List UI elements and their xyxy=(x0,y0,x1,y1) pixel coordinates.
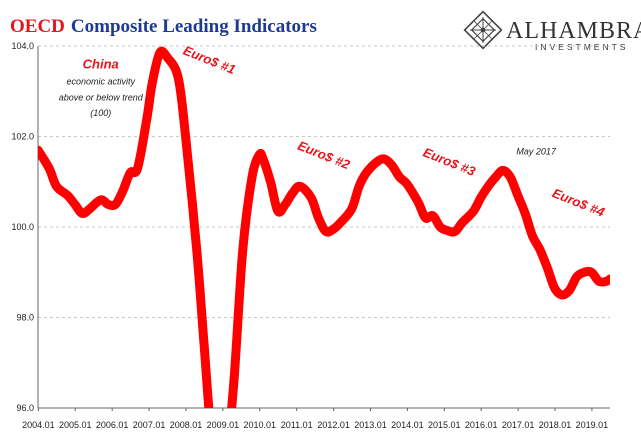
title-rest: Composite Leading Indicators xyxy=(71,16,317,37)
x-tick-label: 2007.01 xyxy=(133,420,166,430)
x-tick-label: 2018.01 xyxy=(539,420,572,430)
x-tick-label: 2004.01 xyxy=(22,420,55,430)
y-tick-label: 98.0 xyxy=(16,313,34,323)
annotation-label: Euro$ #2 xyxy=(296,138,353,173)
logo-subtitle: INVESTMENTS xyxy=(535,42,628,52)
x-tick-label: 2006.01 xyxy=(96,420,129,430)
annotation-label: economic activity xyxy=(66,76,135,86)
logo-name: ALHAMBRA xyxy=(506,18,641,44)
x-tick-label: 2008.01 xyxy=(170,420,203,430)
x-tick-label: 2014.01 xyxy=(391,420,424,430)
x-tick-label: 2009.01 xyxy=(207,420,240,430)
alhambra-logo: ALHAMBRA INVESTMENTS xyxy=(463,10,641,52)
annotation-label: Euro$ #3 xyxy=(421,144,478,179)
x-tick-label: 2010.01 xyxy=(244,420,277,430)
y-tick-label: 100.0 xyxy=(11,222,34,232)
annotation-label: Euro$ #1 xyxy=(181,43,238,77)
chart-title: OECD Composite Leading Indicators xyxy=(10,16,317,37)
x-tick-label: 2005.01 xyxy=(59,420,92,430)
annotation-label: Euro$ #4 xyxy=(550,185,607,220)
x-tick-label: 2012.01 xyxy=(317,420,350,430)
series-line-0 xyxy=(38,46,610,408)
x-tick-label: 2019.01 xyxy=(576,420,609,430)
lattice-diamond-icon xyxy=(463,10,503,50)
y-tick-label: 96.0 xyxy=(16,403,34,413)
annotation-label: China xyxy=(83,57,119,72)
x-tick-label: 2015.01 xyxy=(428,420,461,430)
x-tick-label: 2016.01 xyxy=(465,420,498,430)
annotation-label: (100) xyxy=(90,108,111,118)
title-accent: OECD xyxy=(10,16,65,37)
annotation-label: above or below trend xyxy=(59,92,144,102)
x-tick-label: 2017.01 xyxy=(502,420,535,430)
y-tick-label: 104.0 xyxy=(11,41,34,51)
x-tick-label: 2011.01 xyxy=(281,420,313,430)
y-tick-label: 102.0 xyxy=(11,132,34,142)
plot-area: 104.0 102.0 100.0 98.0 96.0 2004.01 2005.01 200… xyxy=(11,41,610,430)
annotation-label: May 2017 xyxy=(516,147,557,157)
x-tick-label: 2013.01 xyxy=(354,420,387,430)
